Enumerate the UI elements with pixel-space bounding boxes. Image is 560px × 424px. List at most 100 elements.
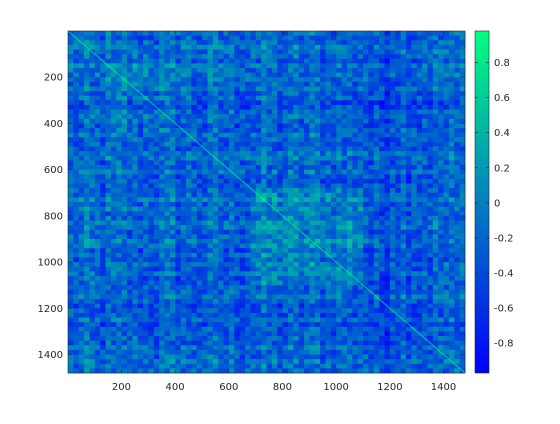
- heatmap-cell: [169, 271, 176, 277]
- heatmap-cell: [282, 114, 289, 120]
- heatmap-cell: [84, 280, 90, 286]
- heatmap-cell: [180, 331, 187, 337]
- heatmap-cell: [309, 49, 316, 55]
- heatmap-cell: [271, 322, 278, 328]
- heatmap-cell: [304, 336, 310, 341]
- heatmap-cell: [121, 49, 128, 55]
- heatmap-cell: [202, 72, 208, 78]
- heatmap-cell: [454, 285, 460, 291]
- heatmap-cell: [400, 35, 407, 41]
- heatmap-cell: [73, 165, 80, 170]
- heatmap-cell: [443, 174, 450, 180]
- heatmap-cell: [432, 211, 439, 217]
- heatmap-cell: [148, 285, 155, 291]
- heatmap-cell: [459, 188, 466, 194]
- heatmap-cell: [228, 225, 235, 231]
- heatmap-cell: [282, 155, 289, 161]
- heatmap-cell: [432, 294, 439, 300]
- heatmap-cell: [73, 197, 80, 203]
- heatmap-cell: [153, 271, 160, 277]
- heatmap-cell: [352, 174, 358, 180]
- heatmap-cell: [336, 289, 342, 295]
- heatmap-cell: [132, 91, 139, 96]
- heatmap-cell: [100, 141, 106, 147]
- heatmap-cell: [127, 118, 133, 124]
- heatmap-cell: [373, 262, 380, 267]
- heatmap-cell: [346, 188, 353, 194]
- heatmap-cell: [78, 132, 85, 138]
- heatmap-cell: [287, 238, 294, 244]
- heatmap-cell: [346, 95, 353, 101]
- heatmap-cell: [250, 289, 257, 295]
- heatmap-cell: [277, 114, 283, 120]
- heatmap-cell: [73, 289, 80, 295]
- heatmap-cell: [411, 215, 418, 221]
- heatmap-cell: [293, 257, 299, 263]
- heatmap-cell: [277, 174, 283, 180]
- heatmap-cell: [228, 243, 235, 249]
- heatmap-cell: [363, 91, 369, 96]
- heatmap-cell: [379, 40, 385, 46]
- heatmap-cell: [239, 275, 246, 281]
- heatmap-cell: [448, 169, 455, 175]
- heatmap-cell: [427, 197, 434, 203]
- heatmap-cell: [373, 202, 380, 207]
- heatmap-cell: [196, 72, 203, 78]
- heatmap-cell: [293, 104, 299, 110]
- heatmap-cell: [389, 81, 396, 87]
- heatmap-cell: [228, 303, 235, 309]
- heatmap-cell: [379, 114, 385, 120]
- heatmap-cell: [427, 155, 434, 161]
- heatmap-cell: [438, 238, 444, 244]
- heatmap-cell: [363, 165, 369, 170]
- heatmap-cell: [438, 81, 444, 87]
- heatmap-cell: [245, 40, 251, 46]
- heatmap-cell: [180, 340, 187, 346]
- heatmap-cell: [405, 183, 412, 189]
- heatmap-cell: [196, 289, 203, 295]
- heatmap-cell: [384, 326, 391, 332]
- heatmap-cell: [368, 165, 375, 170]
- heatmap-cell: [405, 336, 412, 341]
- heatmap-cell: [110, 234, 117, 240]
- heatmap-cell: [357, 151, 364, 157]
- heatmap-cell: [223, 155, 230, 161]
- heatmap-cell: [239, 215, 246, 221]
- heatmap-cell: [245, 206, 251, 212]
- heatmap-cell: [373, 137, 380, 143]
- heatmap-cell: [68, 44, 74, 50]
- heatmap-cell: [384, 248, 391, 254]
- heatmap-cell: [84, 289, 90, 295]
- heatmap-cell: [448, 271, 455, 277]
- heatmap-cell: [416, 54, 423, 60]
- heatmap-cell: [325, 77, 332, 83]
- heatmap-cell: [427, 243, 434, 249]
- heatmap-cell: [94, 58, 101, 64]
- heatmap-cell: [153, 197, 160, 203]
- heatmap-cell: [186, 109, 192, 115]
- heatmap-cell: [116, 165, 122, 170]
- heatmap-cell: [266, 146, 273, 152]
- heatmap-cell: [271, 160, 278, 166]
- heatmap-cell: [266, 137, 273, 143]
- heatmap-cell: [320, 215, 326, 221]
- heatmap-cell: [250, 123, 257, 129]
- heatmap-cell: [186, 128, 192, 133]
- heatmap-cell: [191, 220, 198, 226]
- heatmap-cell: [448, 326, 455, 332]
- heatmap-cell: [448, 151, 455, 157]
- heatmap-cell: [459, 109, 466, 115]
- heatmap-cell: [304, 109, 310, 115]
- heatmap-cell: [400, 160, 407, 166]
- heatmap-cell: [373, 44, 380, 50]
- heatmap-cell: [416, 275, 423, 281]
- heatmap-cell: [116, 308, 122, 314]
- heatmap-cell: [277, 326, 283, 332]
- heatmap-cell: [202, 44, 208, 50]
- heatmap-cell: [341, 238, 348, 244]
- heatmap-cell: [153, 169, 160, 175]
- heatmap-cell: [454, 40, 460, 46]
- heatmap-cell: [346, 220, 353, 226]
- heatmap-cell: [309, 123, 316, 129]
- heatmap-cell: [137, 40, 144, 46]
